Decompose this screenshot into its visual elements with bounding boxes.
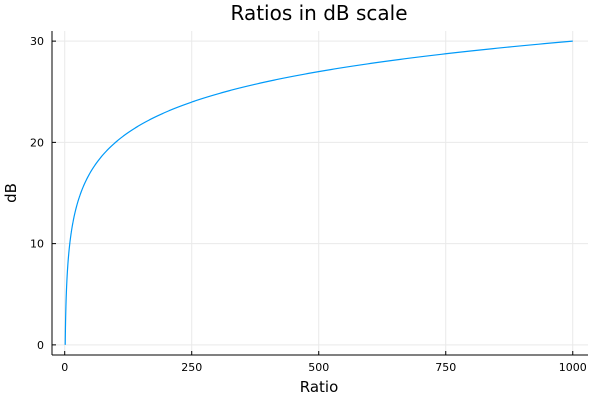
x-ticks: 0 250 500 750 1000 bbox=[61, 351, 587, 374]
y-ticks: 0 10 20 30 bbox=[30, 35, 56, 352]
y-axis-label: dB bbox=[2, 183, 20, 203]
y-tick-label: 30 bbox=[30, 35, 44, 48]
x-axis-label: Ratio bbox=[300, 378, 339, 396]
x-gridlines bbox=[64, 31, 574, 355]
x-tick-label: 1000 bbox=[559, 361, 587, 374]
y-gridlines bbox=[52, 40, 588, 346]
series-line-0 bbox=[64, 40, 573, 345]
y-tick-label: 20 bbox=[30, 136, 44, 149]
x-tick-label: 250 bbox=[181, 361, 202, 374]
x-tick-label: 500 bbox=[308, 361, 329, 374]
y-tick-label: 10 bbox=[30, 238, 44, 251]
series-group bbox=[64, 40, 573, 345]
x-tick-label: 0 bbox=[61, 361, 68, 374]
y-tick-label: 0 bbox=[37, 339, 44, 352]
chart-title: Ratios in dB scale bbox=[230, 1, 407, 25]
x-tick-label: 750 bbox=[435, 361, 456, 374]
